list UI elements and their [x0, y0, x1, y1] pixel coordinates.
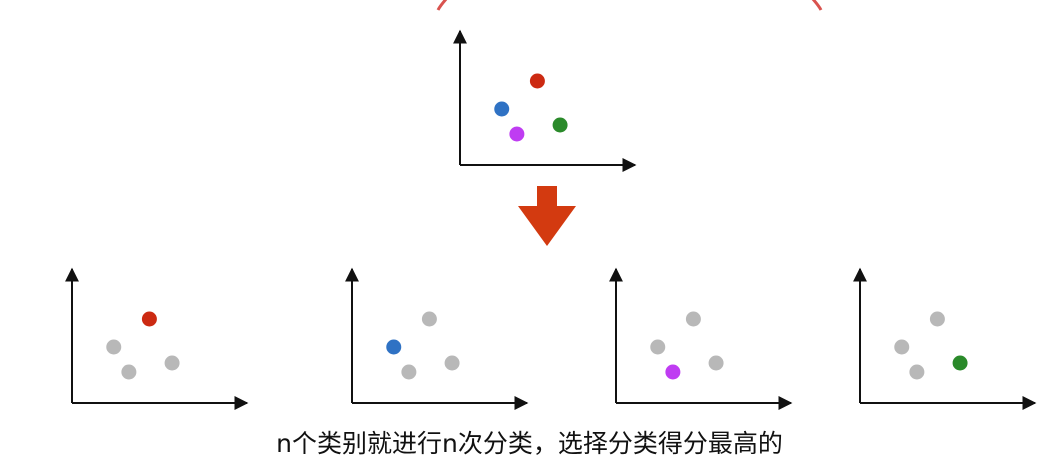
green-point	[552, 117, 568, 133]
purple-point	[665, 364, 681, 380]
per-class-plots	[65, 267, 1037, 410]
purple-point	[509, 126, 525, 142]
blue-point	[494, 101, 510, 117]
caption-text: n个类别就进行n次分类，选择分类得分最高的	[276, 429, 783, 458]
right-bracket-fragment	[811, 0, 823, 11]
blue-point	[386, 339, 402, 355]
red-point	[421, 311, 437, 327]
scatter-green-vs-rest	[853, 267, 1037, 410]
green-point	[444, 355, 460, 371]
down-arrow-icon	[518, 186, 576, 246]
scatter-blue-vs-rest	[345, 267, 529, 410]
scatter-red-vs-rest	[65, 267, 249, 410]
red-point	[929, 311, 945, 327]
red-point	[685, 311, 701, 327]
purple-point	[121, 364, 137, 380]
combined-plot	[453, 29, 637, 172]
combined-scatter	[453, 29, 637, 172]
left-bracket-fragment	[436, 0, 448, 11]
red-point	[529, 73, 545, 89]
purple-point	[909, 364, 925, 380]
green-point	[952, 355, 968, 371]
green-point	[708, 355, 724, 371]
purple-point	[401, 364, 417, 380]
blue-point	[650, 339, 666, 355]
red-point	[141, 311, 157, 327]
green-point	[164, 355, 180, 371]
blue-point	[106, 339, 122, 355]
scatter-purple-vs-rest	[609, 267, 793, 410]
blue-point	[894, 339, 910, 355]
